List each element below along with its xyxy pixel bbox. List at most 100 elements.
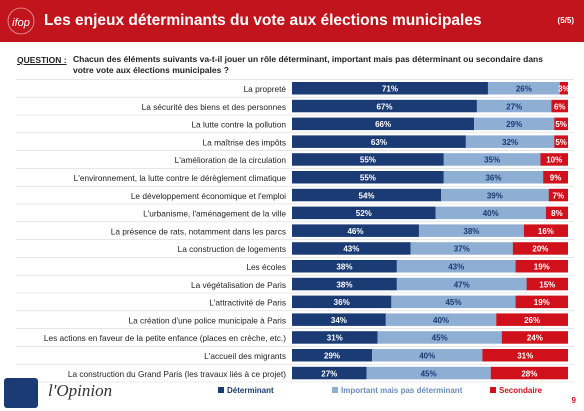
bar-segment-secondaire <box>551 99 568 113</box>
legend-swatch <box>332 387 338 393</box>
bar-segment-secondaire <box>554 135 568 148</box>
legend-label: Important mais pas déterminant <box>341 386 463 395</box>
data-label: 46% <box>347 227 363 236</box>
bar-segment-determinant <box>292 153 444 166</box>
bar-segment-secondaire <box>490 366 568 380</box>
category-label: L'amélioration de la circulation <box>175 155 287 165</box>
data-label: 35% <box>484 156 500 165</box>
category-label: La création d'une police municipale à Pa… <box>129 315 286 325</box>
data-label: 28% <box>521 369 537 378</box>
fondation-concorde-logo <box>4 378 38 408</box>
data-label: 37% <box>454 245 470 254</box>
category-label: L'attractivité de Paris <box>209 298 286 308</box>
data-label: 43% <box>448 263 464 272</box>
bar-segment-important <box>385 313 497 326</box>
data-label: 15% <box>539 280 555 289</box>
data-label: 3% <box>558 85 570 94</box>
data-label: 38% <box>463 227 479 236</box>
legend-swatch <box>490 387 496 393</box>
bar-segment-determinant <box>292 135 466 148</box>
bar-segment-determinant <box>292 313 386 326</box>
bar-segment-secondaire <box>545 206 568 220</box>
bar-segment-determinant <box>292 188 442 202</box>
data-label: 45% <box>421 369 437 378</box>
data-label: 26% <box>516 85 532 94</box>
bar-segment-determinant <box>292 295 392 309</box>
data-label: 29% <box>506 120 522 129</box>
bar-segment-determinant <box>292 171 444 184</box>
bar-segment-determinant <box>292 206 436 220</box>
data-label: 9% <box>550 174 562 183</box>
bar-segment-important <box>443 171 544 184</box>
category-label: La présence de rats, notamment dans les … <box>111 226 286 236</box>
data-label: 55% <box>360 156 376 165</box>
legend-label: Déterminant <box>227 386 274 395</box>
bar-segment-determinant <box>292 82 488 95</box>
bar-segment-secondaire <box>554 117 568 131</box>
category-label: La construction de logements <box>178 244 286 254</box>
bar-segment-important <box>476 99 552 113</box>
bar-segment-determinant <box>292 117 475 131</box>
bar-segment-secondaire <box>482 349 568 362</box>
title-banner: ifop Les enjeux déterminants du vote aux… <box>0 0 584 42</box>
bar-segment-important <box>465 135 555 148</box>
data-label: 19% <box>534 298 550 307</box>
category-label: L'urbanisme, l'aménagement de la ville <box>143 209 286 219</box>
opinion-logo: l'Opinion <box>48 381 113 400</box>
bar-segment-important <box>396 277 527 291</box>
data-label: 54% <box>359 191 375 200</box>
bar-segment-important <box>372 349 483 362</box>
data-label: 47% <box>454 280 470 289</box>
bar-segment-secondaire <box>496 313 568 326</box>
category-label: La propreté <box>244 84 287 94</box>
category-label: Les actions en faveur de la petite enfan… <box>44 333 286 343</box>
category-label: Les écoles <box>246 262 286 272</box>
bar-segment-important <box>441 188 549 202</box>
bar-segment-determinant <box>292 260 397 273</box>
page-indicator: (5/5) <box>557 16 574 25</box>
category-label: La lutte contre la pollution <box>191 120 286 130</box>
category-label: L'environnement, la lutte contre le dérè… <box>74 173 287 183</box>
bar-segment-important <box>435 206 546 220</box>
bar-segment-determinant <box>292 224 419 237</box>
data-label: 8% <box>551 209 563 218</box>
bar-segment-important <box>366 366 491 380</box>
category-label: La maîtrise des impôts <box>203 137 286 147</box>
data-label: 45% <box>445 298 461 307</box>
bar-segment-determinant <box>292 99 477 113</box>
data-label: 66% <box>375 120 391 129</box>
data-label: 39% <box>487 191 503 200</box>
data-label: 40% <box>419 352 435 361</box>
bar-segment-important <box>410 242 513 255</box>
data-label: 67% <box>376 102 392 111</box>
category-label: La construction du Grand Paris (les trav… <box>68 369 286 379</box>
question-label: QUESTION : <box>17 55 67 65</box>
data-label: 24% <box>527 334 543 343</box>
question-text: Chacun des éléments suivants va-t-il jou… <box>73 54 543 75</box>
data-label: 36% <box>485 174 501 183</box>
data-label: 5% <box>555 138 567 147</box>
data-label: 27% <box>321 369 337 378</box>
data-label: 45% <box>432 334 448 343</box>
bar-segment-determinant <box>292 349 373 362</box>
bar-segment-important <box>377 331 502 344</box>
page-number: 9 <box>571 396 576 405</box>
data-label: 40% <box>433 316 449 325</box>
category-label: Le développement économique et l'emploi <box>131 191 286 201</box>
bar-segment-secondaire <box>515 260 568 273</box>
data-label: 32% <box>502 138 518 147</box>
category-label: La végétalisation de Paris <box>191 280 286 290</box>
category-label: La sécurité des biens et des personnes <box>142 102 286 112</box>
bar-segment-important <box>418 224 524 237</box>
bar-segment-determinant <box>292 242 411 255</box>
bar-segment-important <box>391 295 516 309</box>
data-label: 36% <box>334 298 350 307</box>
data-label: 43% <box>343 245 359 254</box>
bar-segment-secondaire <box>515 295 568 309</box>
bar-segment-important <box>443 153 541 166</box>
data-label: 6% <box>554 102 566 111</box>
data-label: 55% <box>360 174 376 183</box>
page-title: Les enjeux déterminants du vote aux élec… <box>44 12 482 29</box>
bar-segment-secondaire <box>548 188 568 202</box>
data-label: 31% <box>327 334 343 343</box>
